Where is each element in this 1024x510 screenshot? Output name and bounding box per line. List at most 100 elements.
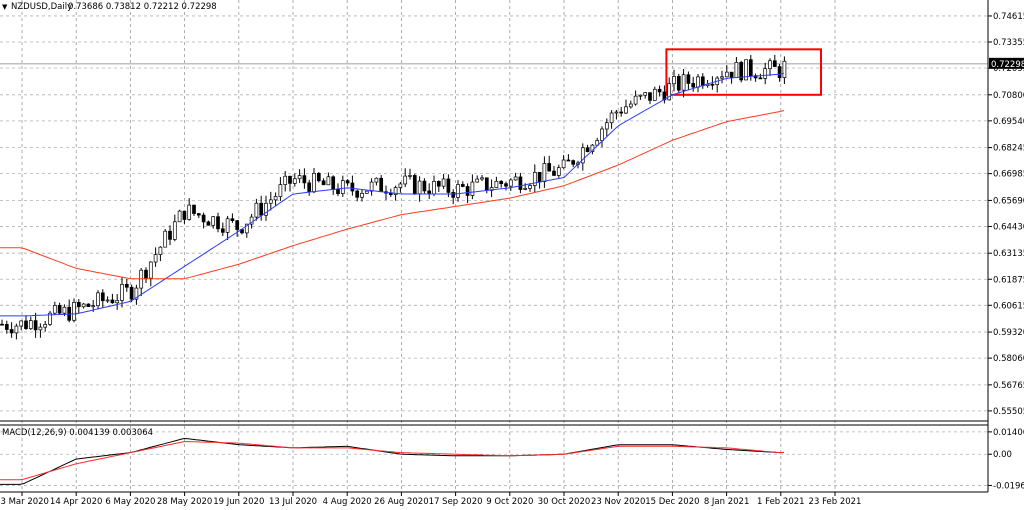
candle-body: [758, 77, 763, 80]
y-tick-label: 0.63135: [993, 249, 1024, 259]
candle-body: [100, 292, 105, 302]
candle-body: [542, 163, 547, 183]
candle-body: [321, 180, 326, 186]
x-tick-label: 1 Feb 2021: [757, 497, 805, 507]
candle-body: [465, 186, 470, 196]
candle-body: [244, 223, 249, 234]
candle-body: [657, 88, 662, 93]
candle-body: [513, 176, 518, 181]
candle-body: [331, 176, 336, 190]
candle-body: [532, 172, 537, 186]
macd-header: MACD(12,26,9) 0.004139 0.003064: [2, 428, 153, 438]
candle-body: [38, 326, 43, 331]
candle-body: [652, 88, 657, 101]
candle-body: [566, 159, 571, 162]
candle-body: [105, 299, 110, 302]
candle-body: [19, 320, 24, 327]
x-tick-label: 28 May 2020: [157, 497, 212, 507]
consolidation-box: [665, 48, 823, 96]
candle-body: [254, 202, 259, 218]
symbol-triangle-icon: ▼: [2, 3, 8, 11]
candle-body: [446, 178, 451, 193]
candle-body: [499, 180, 504, 185]
candle-body: [643, 92, 648, 96]
candle-body: [360, 192, 364, 198]
candle-body: [268, 199, 273, 204]
ohlc-label: 0.73686 0.73812 0.72212 0.72298: [68, 2, 217, 12]
signal-line: [0, 441, 785, 481]
symbol-label: NZDUSD,Daily: [11, 2, 72, 12]
candle-body: [408, 175, 412, 177]
candle-body: [158, 246, 163, 255]
candle-body: [710, 83, 715, 86]
macd-y-tick-label: 0.00: [993, 450, 1012, 460]
candle-body: [144, 269, 148, 279]
candle-body: [81, 303, 86, 308]
candle-body: [571, 160, 576, 165]
candle-body: [494, 180, 499, 188]
x-tick-label: 4 Aug 2020: [323, 497, 372, 507]
candle-body: [24, 320, 28, 329]
y-tick-label: 0.66985: [993, 170, 1024, 180]
candle-body: [436, 181, 441, 187]
x-tick-label: 26 Aug 2020: [374, 497, 428, 507]
candle-body: [273, 196, 278, 201]
candle-body: [216, 216, 220, 230]
candle-body: [302, 175, 307, 184]
candle-body: [292, 178, 297, 184]
candle-body: [355, 190, 360, 198]
candle-body: [62, 306, 67, 314]
candle-body: [475, 178, 480, 183]
candle-body: [374, 177, 379, 183]
y-tick-label: 0.74615: [993, 12, 1024, 22]
candle-body: [537, 172, 542, 183]
x-tick-label: 15 Dec 2020: [645, 497, 699, 507]
candle-body: [700, 76, 705, 87]
y-tick-label: 0.56765: [993, 381, 1024, 391]
candle-body: [619, 111, 624, 114]
candle-body: [168, 230, 172, 240]
candle-body: [379, 177, 384, 193]
annotation-rectangle: [665, 48, 823, 96]
candle-body: [772, 60, 777, 67]
candle-body: [48, 312, 52, 325]
candle-body: [489, 187, 494, 191]
candle-body: [518, 176, 523, 190]
candle-body: [283, 175, 288, 185]
candle-body: [624, 106, 628, 114]
macd-y-tick-label: 0.014066: [993, 428, 1024, 438]
ma-slow-line: [0, 110, 785, 280]
candle-body: [43, 324, 48, 328]
candle-body: [187, 204, 192, 220]
x-tick-label: 23 Mar 2020: [0, 497, 49, 507]
candle-body: [148, 261, 153, 279]
macd-line: [0, 437, 785, 485]
candle-body: [744, 59, 748, 81]
candle-body: [115, 300, 120, 304]
candle-body: [182, 210, 187, 220]
x-tick-label: 23 Nov 2020: [591, 497, 645, 507]
candles: [0, 54, 787, 340]
candle-body: [220, 228, 225, 233]
candle-body: [192, 204, 196, 214]
candle-body: [470, 181, 475, 196]
candle-body: [412, 175, 417, 195]
candle-body: [33, 320, 38, 331]
candle-body: [288, 175, 292, 184]
candle-body: [763, 68, 768, 79]
time-axis-labels: 23 Mar 2020 14 Apr 2020 6 May 2020 28 May 2…: [0, 492, 861, 507]
y-tick-label: 0.60615: [993, 301, 1024, 311]
x-tick-label: 6 May 2020: [105, 497, 155, 507]
candle-body: [297, 175, 302, 180]
candle-body: [441, 178, 446, 187]
candle-body: [28, 320, 33, 329]
candle-body: [633, 95, 638, 105]
x-tick-label: 17 Sep 2020: [429, 497, 483, 507]
candle-body: [14, 325, 19, 334]
moving-averages: [0, 72, 785, 317]
candle-body: [124, 283, 129, 288]
candle-body: [163, 230, 168, 248]
